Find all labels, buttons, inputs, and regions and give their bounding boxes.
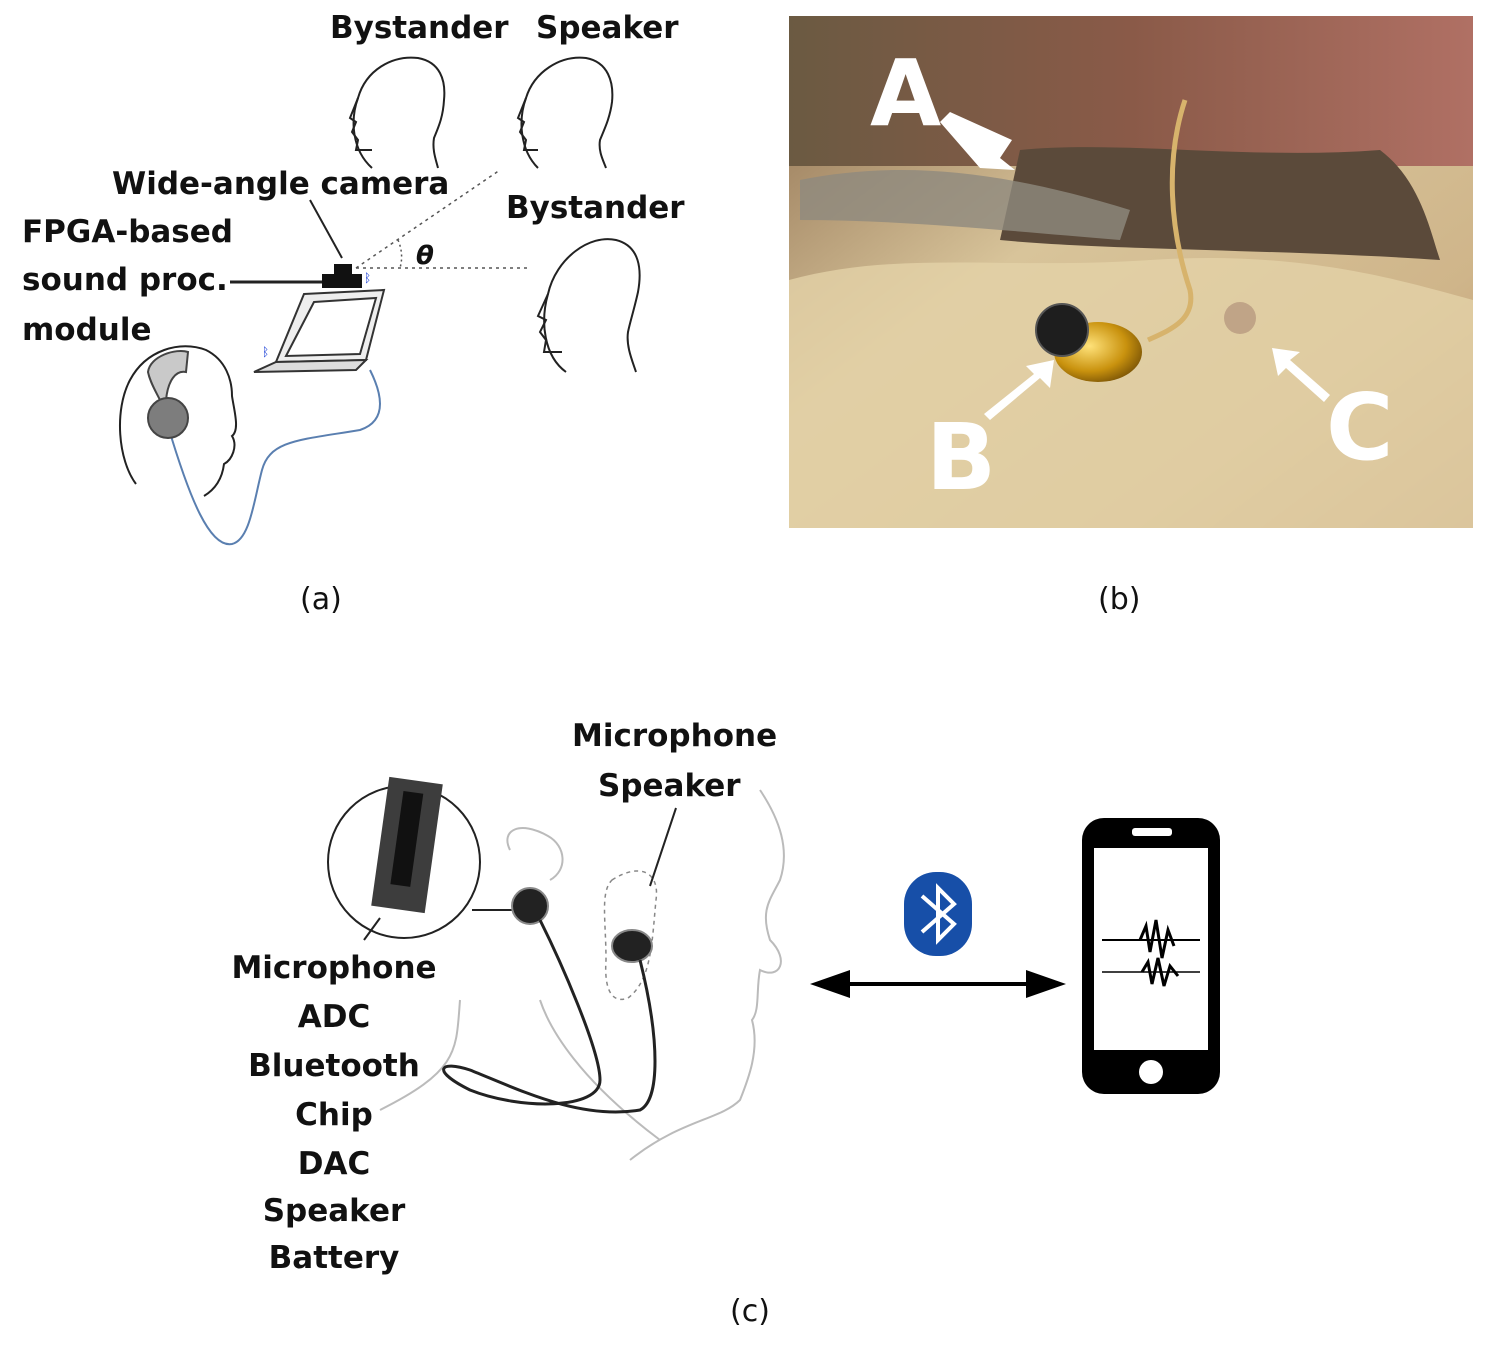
speaker-head-icon bbox=[516, 56, 614, 169]
theta-label: θ bbox=[416, 241, 434, 271]
arrow-a-icon bbox=[940, 112, 1015, 170]
component-item: Battery bbox=[268, 1240, 400, 1276]
marker-a: A bbox=[870, 40, 942, 147]
earbud-label-line1: Microphone bbox=[572, 718, 778, 754]
headphone-band-icon bbox=[146, 350, 190, 401]
component-item: Chip bbox=[295, 1097, 373, 1133]
bystander-right-label: Bystander bbox=[506, 190, 685, 226]
smartphone-icon bbox=[1082, 818, 1220, 1094]
earbud-right-icon bbox=[611, 929, 653, 963]
bluetooth-icon bbox=[904, 872, 972, 956]
component-item: ADC bbox=[297, 999, 371, 1035]
bidirectional-arrow-icon bbox=[810, 970, 1066, 998]
fpga-module-icon bbox=[322, 274, 362, 288]
svg-text:ᛒ: ᛒ bbox=[262, 345, 269, 359]
caption-a: (a) bbox=[300, 582, 342, 617]
bystander-left-head-icon bbox=[348, 56, 446, 169]
listener-head-icon bbox=[119, 345, 238, 497]
camera-label: Wide-angle camera bbox=[112, 166, 450, 202]
caption-b: (b) bbox=[1098, 582, 1141, 617]
wide-angle-camera-icon bbox=[334, 264, 352, 276]
headphone-cable bbox=[167, 369, 381, 546]
component-item: Microphone bbox=[231, 950, 437, 986]
module-label-line1: FPGA-based bbox=[22, 214, 233, 250]
marker-c: C bbox=[1326, 374, 1394, 481]
speaker-label: Speaker bbox=[536, 10, 679, 46]
arrow-c-icon bbox=[1272, 348, 1330, 402]
module-label-line3: module bbox=[22, 312, 152, 348]
bystander-right-head-icon bbox=[536, 238, 641, 373]
component-list: Microphone ADC Bluetooth Chip DAC Speake… bbox=[224, 950, 444, 1276]
arrow-b-icon bbox=[984, 360, 1054, 420]
laptop-icon bbox=[253, 288, 386, 373]
headphone-earcup-icon bbox=[147, 397, 189, 439]
module-label-line2: sound proc. bbox=[22, 262, 228, 298]
component-item: Speaker bbox=[262, 1193, 406, 1229]
svg-text:ᛒ: ᛒ bbox=[364, 271, 371, 285]
earbud-left-icon bbox=[511, 887, 549, 925]
marker-b: B bbox=[926, 404, 997, 511]
caption-c: (c) bbox=[730, 1294, 770, 1329]
earbud-label-line2: Speaker bbox=[598, 768, 741, 804]
bystander-left-label: Bystander bbox=[330, 10, 509, 46]
component-item: DAC bbox=[297, 1146, 371, 1182]
sight-line-speaker bbox=[355, 169, 501, 269]
component-item: Bluetooth bbox=[248, 1048, 420, 1084]
